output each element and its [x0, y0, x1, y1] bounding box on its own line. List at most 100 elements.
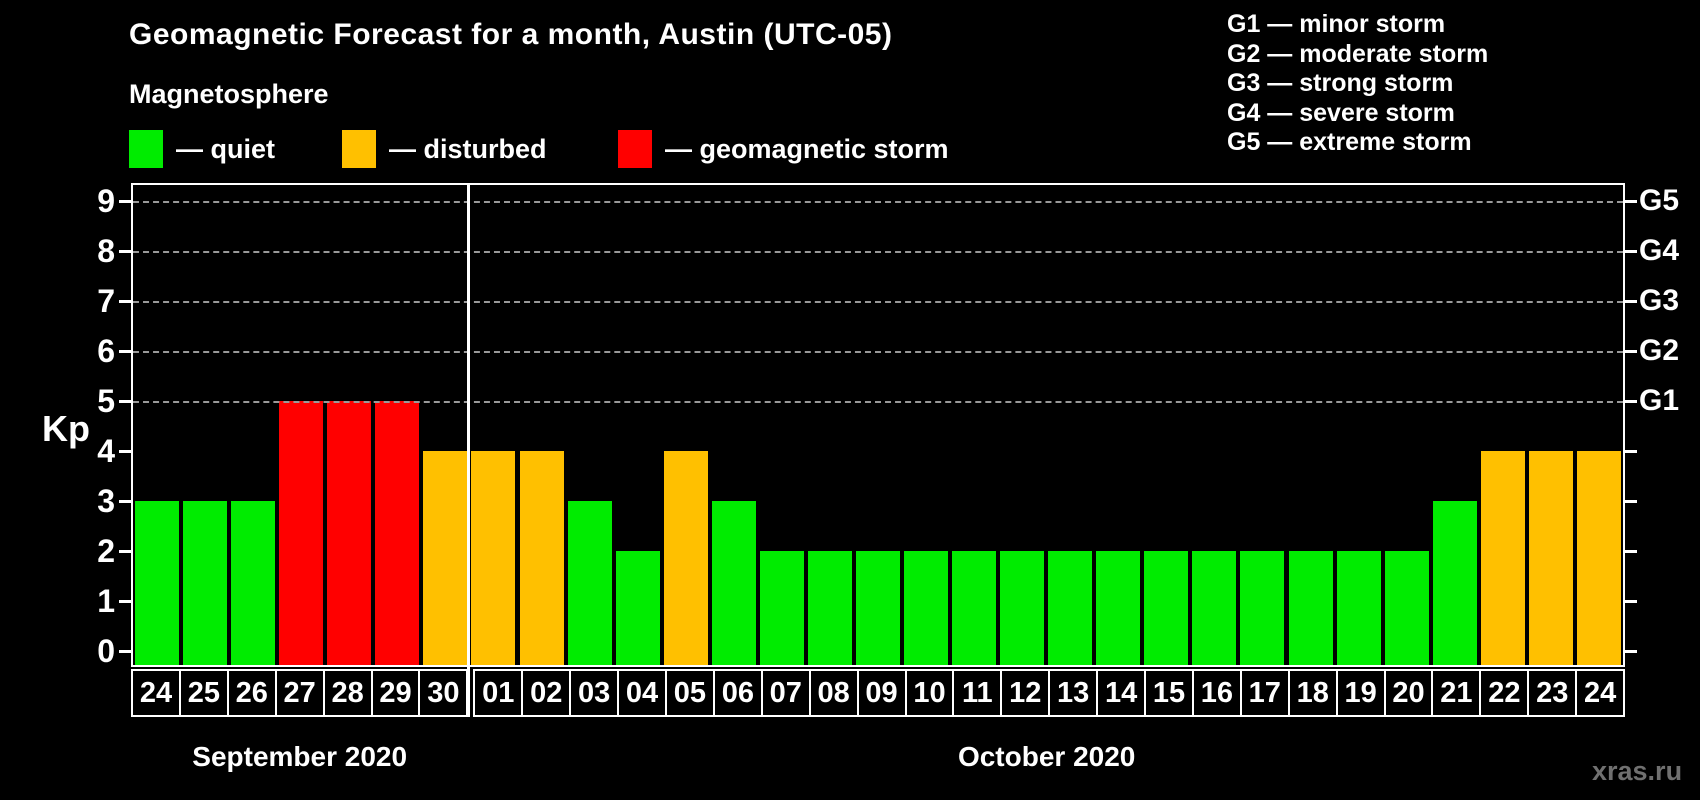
- kp-bar-day-12: [1000, 551, 1045, 665]
- y-tick-right-7: [1625, 300, 1637, 303]
- watermark: xras.ru: [1592, 756, 1683, 786]
- legend-item-storm: — geomagnetic storm: [618, 129, 949, 169]
- day-label-07: 07: [760, 669, 811, 717]
- bar-slot-09: [854, 551, 902, 665]
- legend-item-quiet: — quiet: [129, 129, 275, 169]
- y-tick-label-1: 1: [97, 583, 115, 619]
- day-label-29: 29: [370, 669, 421, 717]
- y-tick-left-6: [119, 350, 131, 353]
- kp-bar-day-24: [135, 501, 180, 665]
- kp-bar-day-04: [615, 551, 660, 665]
- y-tick-label-2: 2: [97, 533, 115, 569]
- y-tick-label-4: 4: [97, 433, 115, 469]
- bar-slot-02: [518, 451, 566, 665]
- bar-slot-30: [421, 451, 469, 665]
- g-legend-line-1: G1 — minor storm: [1227, 10, 1446, 38]
- y-tick-label-8: 8: [97, 233, 115, 269]
- g-axis-label-g5: G5: [1639, 184, 1680, 217]
- kp-bar-day-21: [1432, 501, 1477, 665]
- g-axis-label-g4: G4: [1639, 234, 1680, 267]
- g-axis-label-g3: G3: [1639, 284, 1680, 317]
- bar-slot-29: [373, 401, 421, 665]
- day-label-15: 15: [1144, 669, 1194, 717]
- day-label-02: 02: [521, 669, 572, 717]
- g-legend-line-2: G2 — moderate storm: [1227, 39, 1489, 68]
- bar-slot-07: [758, 551, 806, 665]
- day-label-10: 10: [904, 669, 955, 717]
- day-label-11: 11: [952, 669, 1003, 717]
- y-tick-right-8: [1625, 250, 1637, 253]
- y-tick-right-3: [1625, 500, 1637, 503]
- y-tick-label-7: 7: [97, 283, 115, 319]
- day-label-20: 20: [1383, 669, 1434, 717]
- day-label-19: 19: [1335, 669, 1386, 717]
- y-tick-right-2: [1625, 550, 1637, 553]
- g-scale-legend: G1 — minor storm G2 — moderate storm G3 — …: [1227, 10, 1488, 158]
- gridline-kp9: [133, 201, 1623, 203]
- kp-bar-day-08: [807, 551, 852, 665]
- gridline-kp6: [133, 351, 1623, 353]
- y-tick-label-9: 9: [97, 183, 115, 219]
- legend-label-disturbed: — disturbed: [389, 133, 547, 164]
- bar-slot-24: [133, 501, 181, 665]
- kp-bar-day-06: [711, 501, 756, 665]
- day-label-09: 09: [856, 669, 907, 717]
- magnetosphere-label: Magnetosphere: [129, 79, 329, 109]
- y-tick-left-2: [119, 550, 131, 553]
- kp-bar-day-30: [423, 451, 468, 665]
- day-label-24: 24: [1575, 669, 1626, 717]
- kp-bar-day-26: [231, 501, 276, 665]
- day-label-08: 08: [808, 669, 859, 717]
- y-tick-right-0: [1625, 650, 1637, 653]
- bar-slot-20: [1383, 551, 1431, 665]
- day-label-22: 22: [1479, 669, 1530, 717]
- day-label-13: 13: [1048, 669, 1099, 717]
- bar-slot-08: [806, 551, 854, 665]
- chart-title: Geomagnetic Forecast for a month, Austin…: [129, 18, 893, 51]
- bar-slot-18: [1287, 551, 1335, 665]
- bar-slot-26: [229, 501, 277, 665]
- bar-slot-01: [469, 451, 517, 665]
- y-tick-right-6: [1625, 350, 1637, 353]
- bar-slot-23: [1527, 451, 1575, 665]
- kp-bar-day-17: [1240, 551, 1285, 665]
- day-label-25: 25: [178, 669, 229, 717]
- kp-bar-day-02: [519, 451, 564, 665]
- g-legend-line-5: G5 — extreme storm: [1227, 128, 1472, 157]
- kp-bar-day-11: [952, 551, 997, 665]
- day-label-23: 23: [1527, 669, 1578, 717]
- day-axis: 24 25 26 27 28 29 30 01 02 03 04 05 06 07 08 09 10 11 12 13…: [131, 669, 1626, 717]
- kp-bar-day-22: [1480, 451, 1525, 665]
- kp-bar-day-05: [663, 451, 708, 665]
- bar-slot-25: [181, 501, 229, 665]
- month-separator-line: [467, 183, 470, 717]
- bar-slot-12: [998, 551, 1046, 665]
- day-label-03: 03: [569, 669, 620, 717]
- bar-slot-06: [710, 501, 758, 665]
- bar-slot-19: [1335, 551, 1383, 665]
- bar-slot-21: [1431, 501, 1479, 665]
- kp-bar-day-01: [471, 451, 516, 665]
- gridline-kp8: [133, 251, 1623, 253]
- legend-swatch-disturbed: [342, 130, 376, 168]
- y-tick-left-8: [119, 250, 131, 253]
- kp-bar-day-14: [1096, 551, 1141, 665]
- kp-bar-day-24: [1576, 451, 1621, 665]
- kp-axis-title: Kp: [42, 408, 90, 449]
- legend-label-quiet: — quiet: [176, 133, 275, 164]
- kp-bar-day-13: [1048, 551, 1093, 665]
- y-tick-left-7: [119, 300, 131, 303]
- day-label-30: 30: [418, 669, 469, 717]
- g-legend-line-4: G4 — severe storm: [1227, 98, 1455, 127]
- bar-slot-05: [662, 451, 710, 665]
- kp-bar-day-25: [183, 501, 228, 665]
- y-tick-left-9: [119, 200, 131, 203]
- kp-bar-day-18: [1288, 551, 1333, 665]
- y-tick-label-6: 6: [97, 333, 115, 369]
- y-tick-right-1: [1625, 600, 1637, 603]
- gridline-kp5: [133, 401, 1623, 403]
- kp-bar-day-16: [1192, 551, 1237, 665]
- plot-area: G1 G2 G3 G4 G5 0 1 2 3 4 5 6 7 8 9: [97, 183, 1679, 669]
- bar-series: [133, 185, 1623, 665]
- bar-slot-13: [1046, 551, 1094, 665]
